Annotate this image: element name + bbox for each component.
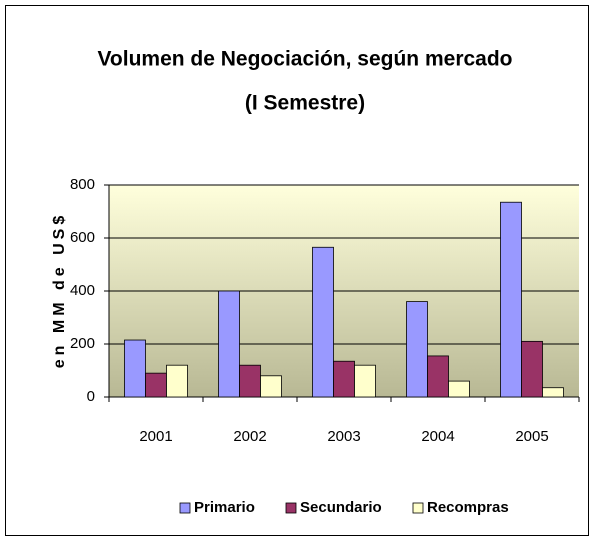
bar	[427, 355, 449, 398]
bar	[448, 380, 470, 398]
y-tick-label: 400	[70, 282, 95, 299]
y-tick-label: 0	[87, 388, 95, 405]
legend-swatch	[179, 502, 191, 514]
bar	[500, 201, 522, 398]
legend-swatch	[412, 502, 424, 514]
x-tick-label: 2001	[139, 428, 172, 445]
y-tick-label: 200	[70, 335, 95, 352]
bar	[542, 387, 564, 398]
bar	[218, 290, 240, 398]
bar	[260, 375, 282, 398]
bar	[166, 364, 188, 398]
bar	[406, 301, 428, 398]
chart-title: Volumen de Negociación, según mercado	[97, 48, 512, 71]
x-tick-label: 2005	[515, 428, 548, 445]
x-tick-label: 2003	[327, 428, 360, 445]
legend-swatch	[285, 502, 297, 514]
bar	[521, 340, 543, 398]
legend-label: Secundario	[300, 499, 382, 516]
bar	[239, 364, 261, 398]
bar	[354, 364, 376, 398]
legend-label: Primario	[194, 499, 255, 516]
bar	[312, 246, 334, 398]
x-tick-label: 2004	[421, 428, 454, 445]
bar	[124, 339, 146, 398]
chart-subtitle: (I Semestre)	[245, 92, 365, 115]
bar	[333, 360, 355, 398]
y-axis-label: en MM de US$	[51, 212, 68, 368]
y-tick-label: 600	[70, 229, 95, 246]
x-tick-label: 2002	[233, 428, 266, 445]
bar	[145, 372, 167, 398]
y-tick-label: 800	[70, 176, 95, 193]
legend-label: Recompras	[427, 499, 509, 516]
